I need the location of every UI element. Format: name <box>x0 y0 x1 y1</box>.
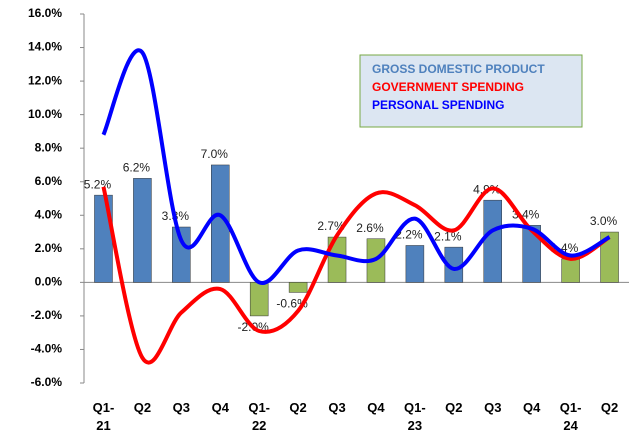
data-label: 2.2% <box>395 228 423 242</box>
y-tick-label: -6.0% <box>31 375 63 389</box>
x-tick-label: Q1- 21 <box>92 400 115 433</box>
y-tick-label: 2.0% <box>35 241 63 255</box>
x-tick-label: Q1- 24 <box>559 400 582 433</box>
y-tick-label: 12.0% <box>28 73 62 87</box>
x-tick-label: Q3 <box>328 400 346 415</box>
data-label: 5.2% <box>84 177 112 191</box>
legend-entry: GROSS DOMESTIC PRODUCT <box>372 62 545 76</box>
bar <box>288 282 308 293</box>
x-tick-label: Q2 <box>600 400 619 415</box>
y-tick-label: 0.0% <box>35 275 63 289</box>
legend-entry: GOVERNMENT SPENDING <box>372 80 524 94</box>
y-tick-label: 16.0% <box>28 6 62 20</box>
y-tick-label: -4.0% <box>31 342 63 356</box>
x-tick-label: Q1- 23 <box>404 400 426 433</box>
y-tick-label: 4.0% <box>35 207 63 221</box>
x-tick-label: Q4 <box>367 400 385 415</box>
x-tick-label: Q1- 22 <box>248 400 270 433</box>
y-tick-label: 14.0% <box>28 40 62 54</box>
x-tick-label: Q3 <box>172 400 190 415</box>
data-label: 6.2% <box>123 161 151 175</box>
data-label: 7.0% <box>201 147 229 161</box>
line <box>101 186 611 365</box>
data-label: 2.1% <box>434 229 462 243</box>
bar <box>483 199 502 283</box>
legend-entry: PERSONAL SPENDING <box>372 98 504 112</box>
bar <box>561 258 580 283</box>
y-tick-label: 8.0% <box>35 140 63 154</box>
data-label: 2.7% <box>317 219 345 233</box>
data-label: 2.6% <box>356 221 384 235</box>
bar <box>249 282 269 317</box>
x-tick-label: Q2 <box>445 400 463 415</box>
legend-box <box>359 54 583 128</box>
x-tick-label: Q4 <box>523 400 541 415</box>
x-tick-label: Q2 <box>133 400 152 415</box>
bar <box>600 231 619 283</box>
x-tick-label: Q3 <box>484 400 502 415</box>
y-tick-label: -2.0% <box>31 308 63 322</box>
bar <box>172 226 191 283</box>
data-label: 3.0% <box>590 214 618 228</box>
y-tick-label: 10.0% <box>28 107 62 121</box>
x-tick-label: Q4 <box>211 400 229 415</box>
line <box>101 48 611 285</box>
bar <box>133 178 152 283</box>
y-tick-label: 6.0% <box>35 174 63 188</box>
x-tick-label: Q2 <box>289 400 307 415</box>
bar <box>522 225 541 283</box>
bar <box>405 245 425 283</box>
